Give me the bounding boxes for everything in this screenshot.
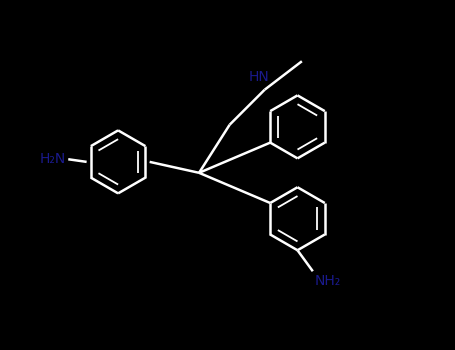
Text: NH₂: NH₂: [315, 274, 341, 288]
Text: H₂N: H₂N: [40, 152, 66, 166]
Text: HN: HN: [249, 70, 270, 84]
